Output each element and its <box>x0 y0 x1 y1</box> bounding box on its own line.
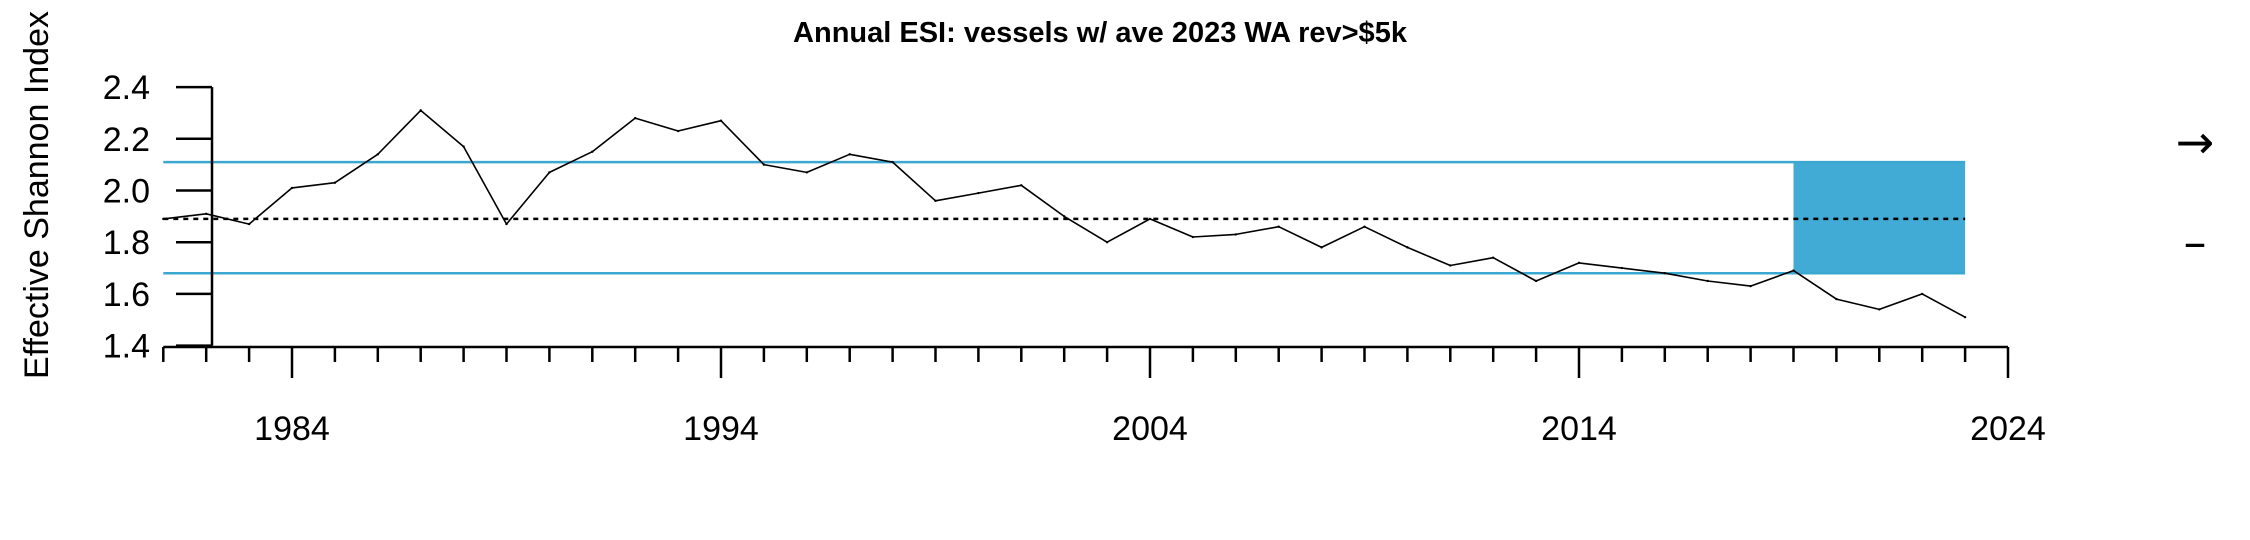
x-tick-label-1984: 1984 <box>254 410 330 448</box>
data-point-2016 <box>1663 272 1667 275</box>
data-point-2009 <box>1363 225 1366 228</box>
data-point-2008 <box>1320 246 1323 249</box>
data-point-2021 <box>1878 308 1881 311</box>
data-point-1985 <box>333 181 337 184</box>
data-point-2017 <box>1706 279 1709 283</box>
data-point-1994 <box>719 119 723 122</box>
data-point-1996 <box>805 171 808 174</box>
data-point-1999 <box>934 199 937 203</box>
data-point-1984 <box>290 186 294 190</box>
data-point-1989 <box>505 222 508 226</box>
data-point-1991 <box>591 150 594 153</box>
data-point-1987 <box>419 109 422 112</box>
y-tick-label-2.2: 2.2 <box>103 121 150 159</box>
data-point-2022 <box>1921 292 1924 296</box>
y-tick-label-1.8: 1.8 <box>103 224 150 262</box>
data-point-2004 <box>1148 217 1152 221</box>
data-point-2007 <box>1277 225 1280 228</box>
data-point-1981 <box>162 217 165 221</box>
data-point-1982 <box>205 212 208 215</box>
data-point-2003 <box>1105 241 1109 244</box>
data-point-2006 <box>1234 233 1238 236</box>
sd-trend-dash-icon: – <box>2184 215 2207 269</box>
data-point-2020 <box>1835 297 1838 301</box>
data-point-1990 <box>548 171 551 174</box>
trend-indicators: → – <box>2176 115 2215 269</box>
y-axis: 1.4 1.6 1.8 2.0 2.2 2.4 <box>103 69 214 366</box>
data-point-2011 <box>1449 264 1452 267</box>
y-tick-label-1.6: 1.6 <box>103 276 150 314</box>
data-point-2019 <box>1792 269 1795 272</box>
x-axis: 1984 1994 2004 2014 2024 <box>162 345 2046 448</box>
highlight-region-group <box>1793 162 1966 274</box>
data-point-2005 <box>1191 235 1195 239</box>
series-group <box>162 109 1967 319</box>
data-point-1988 <box>462 145 465 148</box>
x-tick-label-2014: 2014 <box>1541 410 1617 448</box>
data-point-2013 <box>1534 279 1538 283</box>
chart-title: Annual ESI: vessels w/ ave 2023 WA rev>$… <box>793 17 1408 49</box>
data-point-2014 <box>1577 261 1581 265</box>
y-axis-label: Effective Shannon Index <box>18 11 56 379</box>
data-point-1993 <box>676 129 680 133</box>
y-tick-label-2.4: 2.4 <box>103 69 150 107</box>
data-point-1992 <box>634 116 637 120</box>
data-point-2001 <box>1020 184 1023 187</box>
data-point-1997 <box>848 153 851 156</box>
mean-trend-arrow-icon: → <box>2176 115 2215 169</box>
y-tick-label-1.4: 1.4 <box>103 328 150 366</box>
data-point-2000 <box>977 191 980 195</box>
x-tick-label-2024: 2024 <box>1970 410 2046 448</box>
data-point-1998 <box>891 160 894 164</box>
data-point-2015 <box>1620 266 1624 270</box>
data-point-1995 <box>762 163 766 166</box>
data-point-2002 <box>1063 215 1066 218</box>
x-tick-label-1994: 1994 <box>683 410 759 448</box>
recent-period-highlight <box>1793 162 1966 274</box>
data-point-2018 <box>1749 284 1752 288</box>
data-point-1983 <box>247 222 251 226</box>
x-tick-label-2004: 2004 <box>1112 410 1188 448</box>
data-point-2023 <box>1963 315 1967 319</box>
y-tick-label-2.0: 2.0 <box>103 173 150 211</box>
data-point-2010 <box>1406 246 1409 249</box>
data-point-2012 <box>1492 256 1495 259</box>
data-point-1986 <box>376 153 379 156</box>
